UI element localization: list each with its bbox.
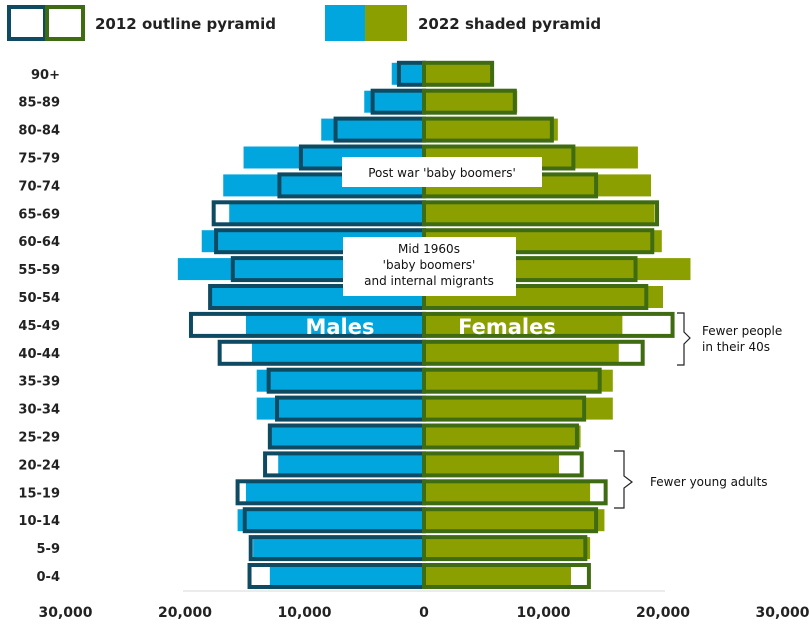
age-label-65-69: 65-69 [18,207,60,222]
x-axis-tick-labels: 30,000 20,000 10,000 0 10,000 20,000 30,000 [38,605,809,621]
age-label-55-59: 55-59 [18,263,60,278]
bar-2012-females-65-69 [422,200,660,227]
bar-2012-females-35-39 [422,367,602,394]
x-tick-label: 10,000 [277,605,331,621]
age-label-40-44: 40-44 [18,347,60,362]
age-label-85-89: 85-89 [18,96,60,111]
bar-2022-males-35-39 [256,369,424,392]
bar-2012-females-15-19 [422,479,608,506]
bar-2022-females-30-34 [424,397,613,420]
age-label-80-84: 80-84 [18,124,60,139]
bar-2012-females-0-4 [422,563,591,589]
bar-2022-males-30-34 [256,397,424,420]
age-label-35-39: 35-39 [18,375,60,390]
bar-2012-females-25-29 [422,423,579,450]
annotation-post-war-text: Post war 'baby boomers' [368,166,516,180]
bar-2022-males-15-19 [245,481,424,504]
annotation-mid-1960s-box [343,237,516,296]
bar-2022-females-65-69 [424,202,655,225]
annotation-line: Mid 1960s [398,242,460,256]
annotation-line: in their 40s [702,340,770,354]
age-label-70-74: 70-74 [18,179,60,194]
bar-2012-females-40-44 [422,339,645,366]
age-label-25-29: 25-29 [18,431,60,446]
bar-2022-females-35-39 [424,369,613,392]
annotation-fewer-young-adults: Fewer young adults [614,450,768,509]
age-group-labels: 0-4 5-9 10-14 15-19 20-24 25-29 30-34 35-39 40-4… [18,68,60,585]
x-tick-label: 30,000 [38,605,92,621]
males-label: Males [305,315,374,339]
bar-2012-females-50-54 [422,284,649,310]
bar-2022-males-0-4 [269,565,424,587]
bar-2022-males-90+ [391,62,424,85]
bar-2022-males-40-44 [251,341,424,364]
bar-2022-males-5-9 [253,537,424,560]
bar-2022-males-20-24 [278,453,424,476]
annotation-fewer-40s: Fewer people in their 40s [677,312,782,366]
legend-outline-label: 2012 outline pyramid [95,15,276,33]
legend-shaded-label: 2022 shaded pyramid [418,15,601,33]
annotation-fewer-young-adults-text: Fewer young adults [650,475,768,489]
annotation-line: Fewer people [702,324,782,338]
bar-2012-females-5-9 [422,535,588,562]
bar-2022-males-65-69 [229,202,424,225]
bar-2012-females-85-89 [422,88,517,115]
legend-shaded-swatch-males [325,5,365,41]
age-label-45-49: 45-49 [18,319,60,334]
legend-shaded-swatch-females [365,5,407,41]
annotation-mid-1960s: Mid 1960s 'baby boomers' and internal migr… [343,237,516,296]
bar-2012-females-20-24 [422,451,584,478]
bar-2012-females-45-49 [422,311,675,338]
annotation-line: and internal migrants [364,274,494,288]
age-label-30-34: 30-34 [18,403,60,418]
annotation-fewer-40s-text: Fewer people in their 40s [702,324,782,354]
x-tick-label: 20,000 [158,605,212,621]
bar-2022-females-20-24 [424,453,560,476]
bar-2012-females-30-34 [422,395,587,422]
age-label-50-54: 50-54 [18,291,60,306]
bar-2022-females-10-14 [424,509,605,532]
age-label-0-4: 0-4 [37,570,61,585]
bar-2022-females-5-9 [424,537,591,560]
bar-2022-females-0-4 [424,565,571,587]
age-label-75-79: 75-79 [18,152,60,167]
bar-2012-females-10-14 [422,507,599,534]
bar-2012-females-90+ [422,60,495,87]
age-label-15-19: 15-19 [18,486,60,501]
bar-2022-females-80-84 [424,118,558,141]
age-label-10-14: 10-14 [18,514,60,529]
annotation-post-war-box [342,157,542,187]
bar-2022-males-10-14 [237,509,424,532]
bar-2012-females-80-84 [422,116,554,143]
x-tick-label: 20,000 [636,605,690,621]
x-tick-label: 30,000 [755,605,809,621]
age-label-60-64: 60-64 [18,235,60,250]
bar-2022-males-85-89 [364,90,424,113]
bars-2012-outline [188,60,675,589]
bar-2022-females-90+ [424,62,493,85]
bar-2022-females-40-44 [424,341,619,364]
annotation-post-war-baby-boomers: Post war 'baby boomers' [342,157,542,187]
bar-2022-males-45-49 [245,313,424,336]
bracket-fewer-young-adults [614,450,633,509]
legend-outline-swatch-males [7,5,47,41]
age-label-90+: 90+ [31,68,60,83]
bar-2022-males-80-84 [321,118,424,141]
bar-2022-females-45-49 [424,313,623,336]
bar-2022-females-25-29 [424,425,581,448]
annotation-mid-1960s-text: Mid 1960s 'baby boomers' and internal migr… [364,242,494,288]
legend: 2012 outline pyramid 2022 shaded pyramid [7,5,601,41]
bar-2022-females-85-89 [424,90,518,113]
legend-outline-swatch-females [45,5,85,41]
bar-2022-males-25-29 [269,425,424,448]
bracket-fewer-40s [677,312,691,366]
females-label: Females [458,315,556,339]
annotation-line: 'baby boomers' [383,258,476,272]
x-tick-label: 0 [419,605,429,621]
bar-2022-females-15-19 [424,481,591,504]
age-label-5-9: 5-9 [37,542,61,557]
age-label-20-24: 20-24 [18,458,60,473]
x-tick-label: 10,000 [516,605,570,621]
